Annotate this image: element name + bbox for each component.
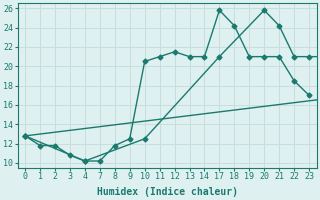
X-axis label: Humidex (Indice chaleur): Humidex (Indice chaleur) bbox=[97, 186, 237, 197]
